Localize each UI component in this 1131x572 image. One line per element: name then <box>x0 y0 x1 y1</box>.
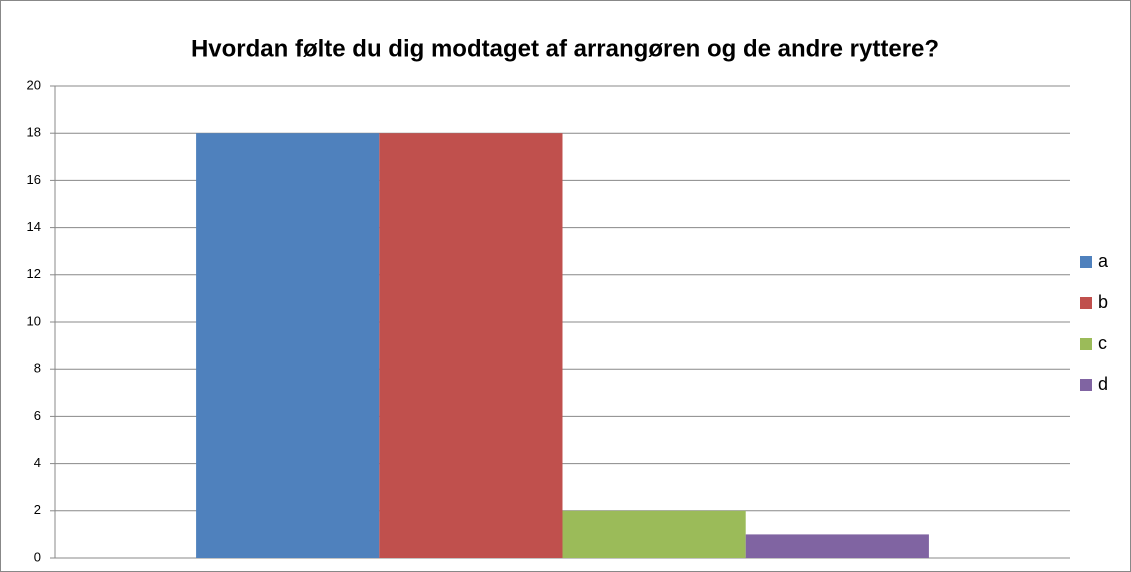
y-tick-label: 12 <box>27 266 41 281</box>
bar <box>196 133 380 558</box>
y-tick-label: 0 <box>34 549 41 564</box>
legend-swatch <box>1080 379 1092 391</box>
bar <box>562 510 746 558</box>
y-tick-label: 10 <box>27 313 41 328</box>
legend-label: c <box>1098 333 1107 353</box>
y-tick-label: 18 <box>27 125 41 140</box>
bar <box>379 133 563 558</box>
legend-swatch <box>1080 297 1092 309</box>
y-tick-label: 14 <box>27 219 41 234</box>
legend-swatch <box>1080 338 1092 350</box>
legend-swatch <box>1080 256 1092 268</box>
chart-title: Hvordan følte du dig modtaget af arrangø… <box>191 35 939 62</box>
legend-label: b <box>1098 292 1108 312</box>
legend-label: d <box>1098 374 1108 394</box>
y-tick-label: 6 <box>34 408 41 423</box>
y-tick-label: 4 <box>34 455 41 470</box>
legend-label: a <box>1098 251 1109 271</box>
y-tick-label: 20 <box>27 77 41 92</box>
y-tick-label: 8 <box>34 361 41 376</box>
bar <box>745 534 929 558</box>
y-tick-label: 16 <box>27 172 41 187</box>
y-tick-label: 2 <box>34 502 41 517</box>
